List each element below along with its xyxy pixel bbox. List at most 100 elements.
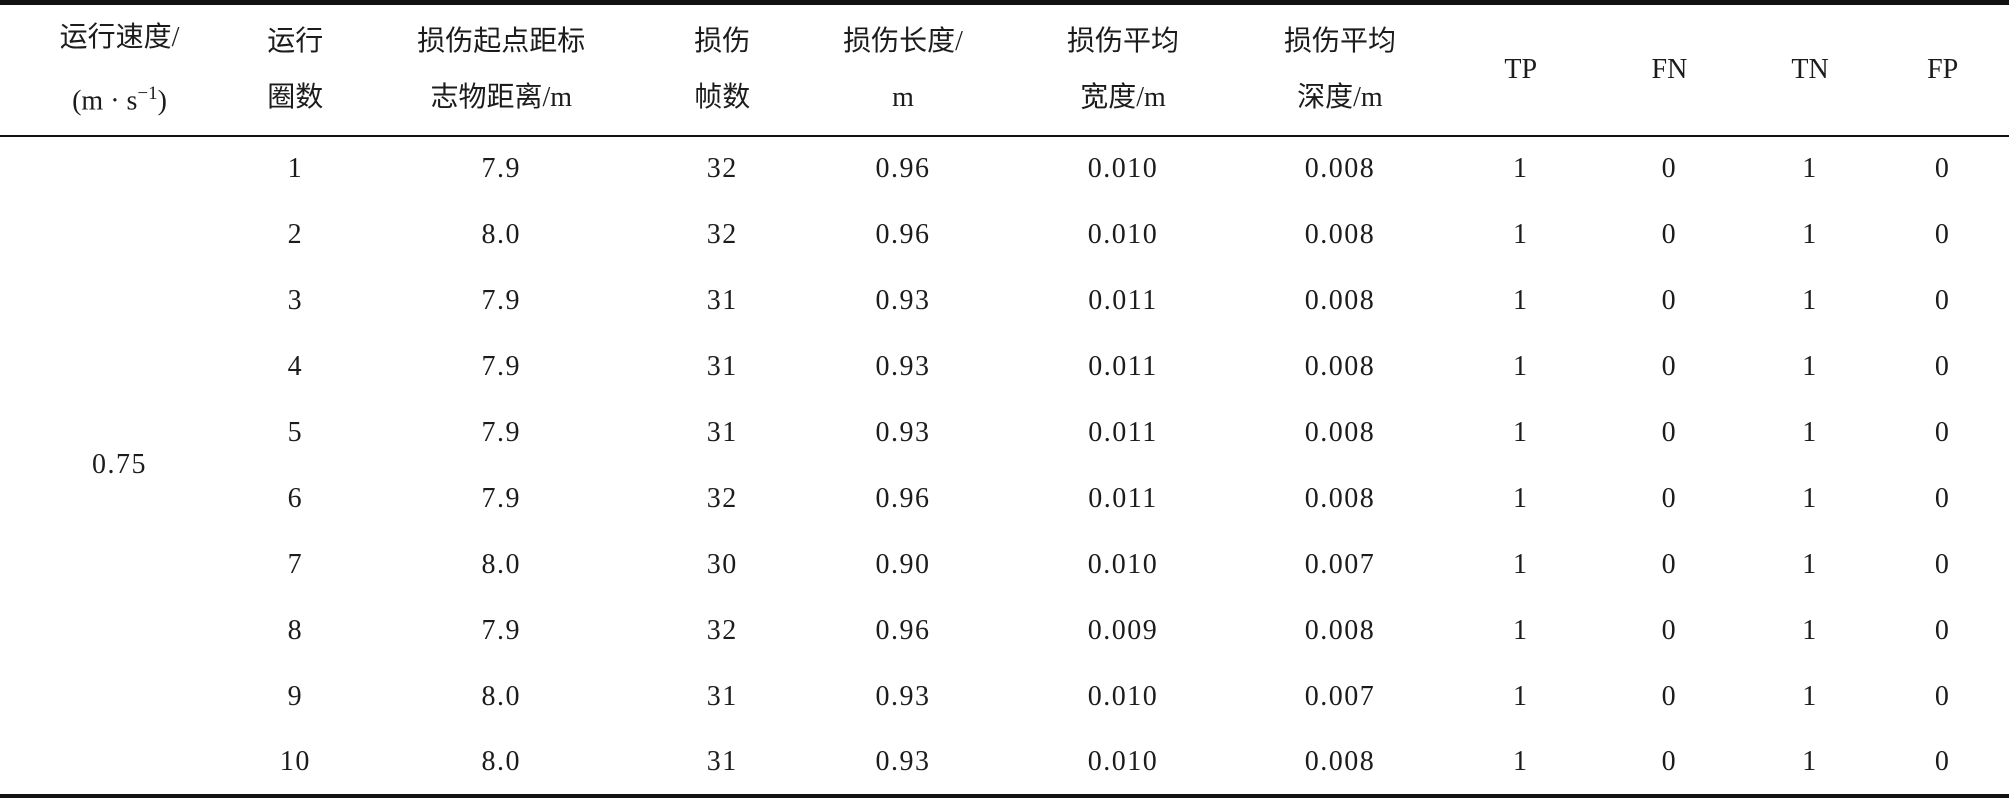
cell-circle: 6 bbox=[287, 482, 304, 514]
col-header-depth: 损伤平均 深度/m bbox=[1233, 2, 1447, 137]
cell-distance: 8.0 bbox=[481, 548, 521, 580]
cell-fn: 0 bbox=[1661, 350, 1678, 382]
cell-speed-value: 0.75 bbox=[92, 449, 148, 481]
col-header-tp: TP bbox=[1446, 2, 1596, 137]
table-row: 3 7.9 31 0.93 0.011 0.008 1 0 1 0 bbox=[0, 268, 2009, 334]
cell-circle: 1 bbox=[287, 153, 304, 185]
distance-header-line2: 志物距离/m bbox=[430, 81, 572, 113]
cell-distance: 7.9 bbox=[481, 614, 521, 646]
cell-circle: 10 bbox=[279, 745, 311, 777]
cell-tp: 1 bbox=[1513, 548, 1529, 580]
cell-fp: 0 bbox=[1934, 284, 1951, 316]
cell-fn: 0 bbox=[1661, 284, 1678, 316]
cell-frames: 32 bbox=[706, 153, 738, 185]
cell-distance: 7.9 bbox=[481, 482, 521, 514]
col-header-fn: FN bbox=[1595, 2, 1744, 137]
cell-fp: 0 bbox=[1934, 745, 1951, 777]
cell-distance: 7.9 bbox=[481, 350, 521, 382]
cell-tn: 1 bbox=[1802, 218, 1818, 250]
col-header-circles: 运行 圈数 bbox=[239, 2, 352, 137]
table-body: 0.75 1 7.9 32 0.96 0.010 0.008 1 0 1 0 2 8.0 32 0.96 0.… bbox=[0, 136, 2009, 797]
cell-distance: 8.0 bbox=[481, 745, 521, 777]
cell-fn: 0 bbox=[1661, 745, 1678, 777]
table-header: 运行速度/ (m · s−1) 运行 圈数 损伤起点距标 志物距离/m 损伤 帧… bbox=[0, 2, 2009, 137]
header-row: 运行速度/ (m · s−1) 运行 圈数 损伤起点距标 志物距离/m 损伤 帧… bbox=[0, 2, 2009, 137]
cell-frames: 31 bbox=[706, 284, 738, 316]
cell-distance: 7.9 bbox=[481, 153, 521, 185]
table-row: 10 8.0 31 0.93 0.010 0.008 1 0 1 0 bbox=[0, 730, 2009, 796]
cell-frames: 32 bbox=[706, 218, 738, 250]
cell-width: 0.010 bbox=[1087, 218, 1159, 250]
cell-circle: 9 bbox=[287, 680, 304, 712]
col-header-frames: 损伤 帧数 bbox=[650, 2, 794, 137]
table-row: 8 7.9 32 0.96 0.009 0.008 1 0 1 0 bbox=[0, 598, 2009, 664]
cell-tp: 1 bbox=[1513, 680, 1529, 712]
cell-frames: 32 bbox=[706, 482, 738, 514]
cell-fp: 0 bbox=[1934, 218, 1951, 250]
cell-width: 0.010 bbox=[1087, 548, 1159, 580]
speed-header-line1: 运行速度/ bbox=[59, 22, 180, 54]
depth-header-line2: 深度/m bbox=[1297, 81, 1383, 113]
cell-circle: 3 bbox=[287, 284, 304, 316]
length-header-line1: 损伤长度/ bbox=[843, 25, 963, 57]
cell-fn: 0 bbox=[1661, 482, 1678, 514]
speed-unit-close: ) bbox=[157, 85, 167, 117]
cell-tp: 1 bbox=[1513, 614, 1529, 646]
cell-frames: 31 bbox=[706, 350, 738, 382]
cell-fn: 0 bbox=[1661, 548, 1678, 580]
circles-header-line2: 圈数 bbox=[267, 81, 324, 113]
cell-distance: 7.9 bbox=[481, 284, 521, 316]
cell-fn: 0 bbox=[1661, 680, 1678, 712]
cell-width: 0.010 bbox=[1087, 153, 1159, 185]
cell-depth: 0.008 bbox=[1304, 284, 1376, 316]
cell-tn: 1 bbox=[1802, 614, 1818, 646]
cell-tn: 1 bbox=[1802, 548, 1818, 580]
depth-header-line1: 损伤平均 bbox=[1283, 25, 1396, 57]
cell-fp: 0 bbox=[1934, 350, 1951, 382]
frames-header-line2: 帧数 bbox=[694, 81, 751, 113]
cell-depth: 0.008 bbox=[1304, 153, 1376, 185]
distance-header-line1: 损伤起点距标 bbox=[417, 25, 586, 57]
cell-tn: 1 bbox=[1802, 416, 1818, 448]
cell-width: 0.011 bbox=[1088, 482, 1158, 514]
frames-header-line1: 损伤 bbox=[694, 25, 751, 57]
table-row: 5 7.9 31 0.93 0.011 0.008 1 0 1 0 bbox=[0, 400, 2009, 466]
cell-distance: 7.9 bbox=[481, 416, 521, 448]
cell-frames: 32 bbox=[706, 614, 738, 646]
cell-length: 0.96 bbox=[875, 218, 931, 250]
cell-depth: 0.008 bbox=[1304, 350, 1376, 382]
cell-depth: 0.008 bbox=[1304, 416, 1376, 448]
cell-tn: 1 bbox=[1802, 680, 1818, 712]
cell-distance: 8.0 bbox=[481, 680, 521, 712]
cell-tp: 1 bbox=[1513, 482, 1529, 514]
cell-circle: 5 bbox=[287, 416, 304, 448]
cell-fp: 0 bbox=[1934, 614, 1951, 646]
width-header-line1: 损伤平均 bbox=[1066, 25, 1179, 57]
cell-tn: 1 bbox=[1802, 350, 1818, 382]
cell-depth: 0.008 bbox=[1304, 614, 1376, 646]
width-header-line2: 宽度/m bbox=[1080, 81, 1166, 113]
col-header-tn: TN bbox=[1743, 2, 1877, 137]
cell-depth: 0.008 bbox=[1304, 745, 1376, 777]
cell-fp: 0 bbox=[1934, 153, 1951, 185]
cell-circle: 2 bbox=[287, 218, 304, 250]
col-header-distance: 损伤起点距标 志物距离/m bbox=[351, 2, 651, 137]
cell-width: 0.011 bbox=[1088, 416, 1158, 448]
cell-length: 0.93 bbox=[875, 350, 931, 382]
cell-length: 0.93 bbox=[875, 284, 931, 316]
cell-depth: 0.008 bbox=[1304, 218, 1376, 250]
cell-tn: 1 bbox=[1802, 482, 1818, 514]
cell-frames: 31 bbox=[706, 680, 738, 712]
cell-tp: 1 bbox=[1513, 416, 1529, 448]
cell-fn: 0 bbox=[1661, 218, 1678, 250]
cell-depth: 0.008 bbox=[1304, 482, 1376, 514]
col-header-width: 损伤平均 宽度/m bbox=[1012, 2, 1234, 137]
cell-depth: 0.007 bbox=[1304, 548, 1376, 580]
cell-tn: 1 bbox=[1802, 745, 1818, 777]
table-row: 7 8.0 30 0.90 0.010 0.007 1 0 1 0 bbox=[0, 532, 2009, 598]
cell-width: 0.010 bbox=[1087, 680, 1159, 712]
cell-tp: 1 bbox=[1513, 350, 1529, 382]
cell-tp: 1 bbox=[1513, 218, 1529, 250]
table-row: 2 8.0 32 0.96 0.010 0.008 1 0 1 0 bbox=[0, 202, 2009, 268]
